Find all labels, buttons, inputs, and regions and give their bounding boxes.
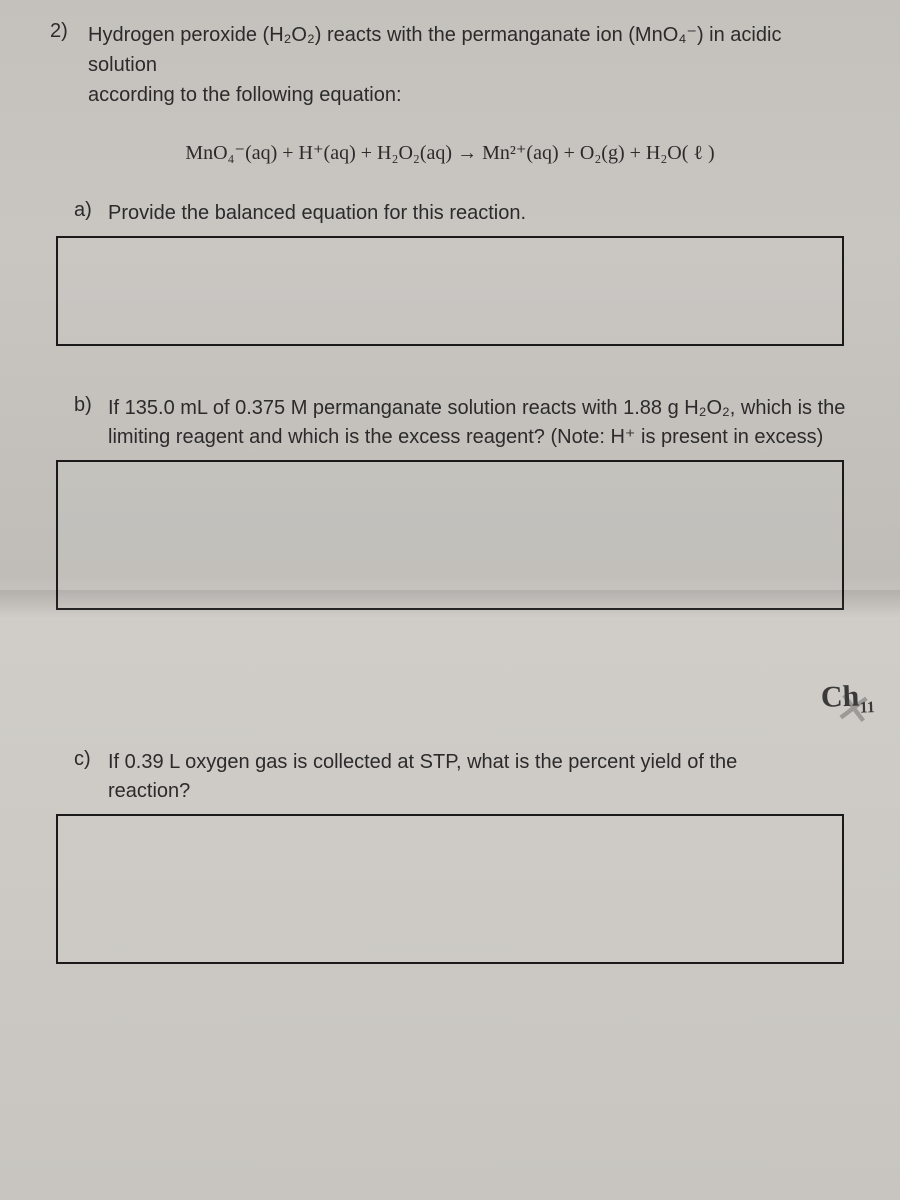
spacer	[50, 658, 850, 748]
note-sub: 11	[859, 699, 875, 717]
answer-box-c[interactable]	[56, 814, 844, 964]
part-b-letter: b)	[74, 394, 98, 452]
part-b-line-1: If 135.0 mL of 0.375 M permanganate solu…	[108, 397, 845, 419]
handwritten-note: Ch11	[820, 679, 875, 719]
part-b-line-2: limiting reagent and which is the excess…	[108, 426, 823, 448]
intro-line-2: according to the following equation:	[88, 84, 402, 106]
part-b-text: If 135.0 mL of 0.375 M permanganate solu…	[108, 394, 845, 452]
part-c-text: If 0.39 L oxygen gas is collected at STP…	[108, 748, 737, 806]
part-c-line-1: If 0.39 L oxygen gas is collected at STP…	[108, 751, 737, 773]
part-c-line-2: reaction?	[108, 780, 190, 802]
note-main: Ch	[820, 680, 859, 714]
intro-line-1: Hydrogen peroxide (H₂O₂) reacts with the…	[88, 24, 781, 76]
worksheet-page: 2) Hydrogen peroxide (H₂O₂) reacts with …	[0, 0, 900, 964]
answer-box-a[interactable]	[56, 236, 844, 346]
paper-fold-shadow	[0, 590, 900, 620]
part-b-header: b) If 135.0 mL of 0.375 M permanganate s…	[74, 394, 850, 452]
question-header: 2) Hydrogen peroxide (H₂O₂) reacts with …	[50, 20, 850, 110]
part-c-header: c) If 0.39 L oxygen gas is collected at …	[74, 748, 850, 806]
part-a-letter: a)	[74, 199, 98, 228]
question-intro: Hydrogen peroxide (H₂O₂) reacts with the…	[88, 20, 850, 110]
part-a-text: Provide the balanced equation for this r…	[108, 199, 526, 228]
chemical-equation: MnO₄⁻(aq) + H⁺(aq) + H₂O₂(aq) → Mn²⁺(aq)…	[50, 140, 850, 165]
question-number: 2)	[50, 20, 78, 110]
part-c-letter: c)	[74, 748, 98, 806]
answer-box-b[interactable]	[56, 460, 844, 610]
part-a-header: a) Provide the balanced equation for thi…	[74, 199, 850, 228]
